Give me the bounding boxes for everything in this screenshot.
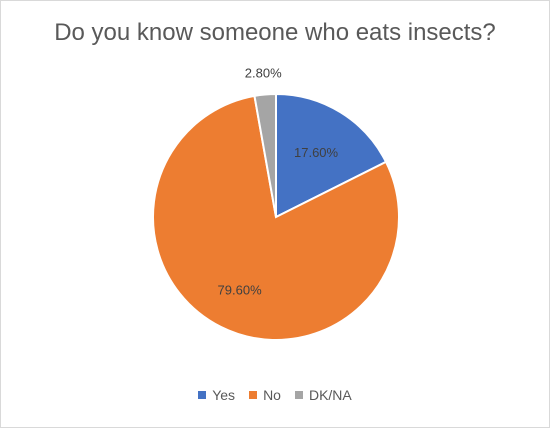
legend-swatch-no xyxy=(249,391,258,399)
pie-slice-yes xyxy=(275,92,388,219)
legend-label-dkna: DK/NA xyxy=(308,387,352,403)
data-label-dkna: 2.80% xyxy=(245,65,282,80)
pie-slice-no xyxy=(152,94,400,341)
legend-item-dkna: DK/NA xyxy=(294,387,352,403)
legend-item-no: No xyxy=(249,387,281,403)
data-label-no: 79.60% xyxy=(218,283,263,298)
legend-swatch-yes xyxy=(198,391,207,399)
pie-slice-dkna xyxy=(253,92,277,218)
legend-swatch-dkna xyxy=(294,391,303,399)
chart-legend: Yes No DK/NA xyxy=(1,387,549,403)
chart-title: Do you know someone who eats insects? xyxy=(54,19,496,46)
legend-label-no: No xyxy=(263,387,281,403)
data-label-yes: 17.60% xyxy=(294,145,339,160)
legend-item-yes: Yes xyxy=(198,387,235,403)
legend-label-yes: Yes xyxy=(212,387,236,403)
